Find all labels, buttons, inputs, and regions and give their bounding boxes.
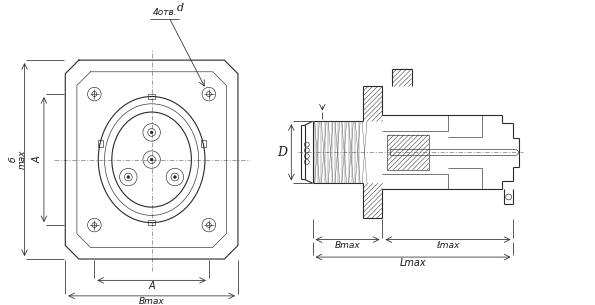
- Circle shape: [150, 158, 153, 161]
- Bar: [201, 140, 206, 147]
- Circle shape: [127, 176, 130, 178]
- Bar: [98, 140, 102, 147]
- Text: А: А: [148, 281, 155, 291]
- Text: ℓmax: ℓmax: [436, 241, 460, 250]
- Text: б
max: б max: [9, 150, 26, 169]
- Text: 4отв.: 4отв.: [153, 8, 177, 17]
- Text: Lmax: Lmax: [400, 258, 427, 268]
- Text: А: А: [32, 156, 42, 163]
- Circle shape: [150, 131, 153, 134]
- Text: Вmax: Вmax: [139, 297, 164, 305]
- Text: d: d: [177, 3, 184, 13]
- Circle shape: [174, 176, 176, 178]
- Bar: [387, 135, 429, 170]
- Text: Вmax: Вmax: [335, 241, 361, 250]
- Bar: [148, 94, 155, 99]
- Bar: [148, 220, 155, 225]
- Text: D: D: [278, 146, 287, 159]
